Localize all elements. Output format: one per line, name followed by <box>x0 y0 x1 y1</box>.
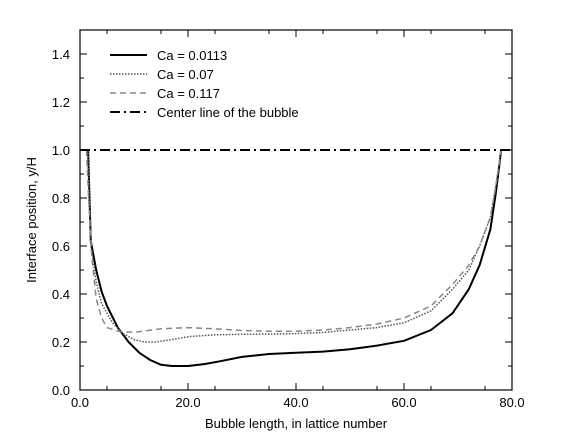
y-tick-label: 1.2 <box>52 95 70 110</box>
x-tick-label: 0.0 <box>71 395 89 410</box>
y-tick-label: 0.2 <box>52 335 70 350</box>
y-tick-label: 1.4 <box>52 47 70 62</box>
x-tick-label: 40.0 <box>283 395 308 410</box>
plot-frame <box>79 29 513 391</box>
legend-label-1: Ca = 0.0113 <box>157 48 227 63</box>
x-tick-label: 60.0 <box>391 395 416 410</box>
x-tick-label: 20.0 <box>175 395 200 410</box>
y-tick-label: 0.8 <box>52 191 70 206</box>
series-line-3 <box>85 149 502 334</box>
y-tick-label: 0.6 <box>52 239 70 254</box>
y-tick-label: 1.0 <box>52 143 70 158</box>
legend-label-2: Ca = 0.07 <box>157 67 214 82</box>
y-tick-label: 0.0 <box>52 383 70 398</box>
series-line-2 <box>87 149 502 343</box>
x-tick-label: 80.0 <box>499 395 524 410</box>
y-tick-label: 0.4 <box>52 287 70 302</box>
y-axis-title: Interface position, y/H <box>24 157 39 283</box>
legend-label-4: Center line of the bubble <box>157 105 299 120</box>
series-line-1 <box>87 149 503 367</box>
x-axis-title: Bubble length, in lattice number <box>205 416 388 431</box>
legend-label-3: Ca = 0.117 <box>157 86 220 101</box>
